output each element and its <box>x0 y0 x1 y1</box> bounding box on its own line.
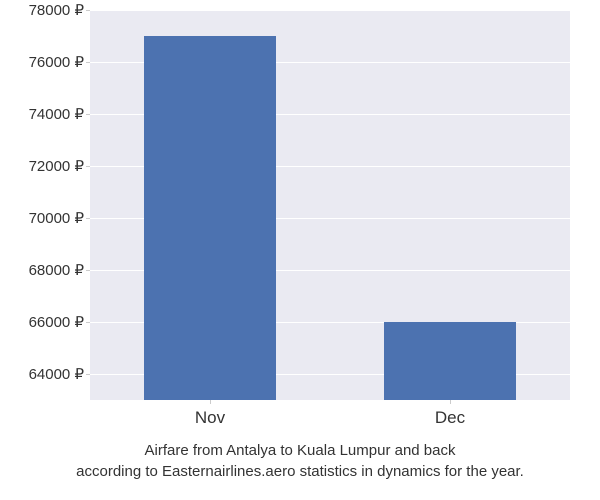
y-tick-mark <box>86 62 90 63</box>
y-tick-label: 72000 ₽ <box>29 157 84 175</box>
y-tick-mark <box>86 322 90 323</box>
y-tick-mark <box>86 270 90 271</box>
y-tick-mark <box>86 374 90 375</box>
y-tick-mark <box>86 218 90 219</box>
chart-caption: Airfare from Antalya to Kuala Lumpur and… <box>0 440 600 482</box>
y-tick-mark <box>86 114 90 115</box>
y-tick-label: 70000 ₽ <box>29 209 84 227</box>
y-tick-label: 66000 ₽ <box>29 313 84 331</box>
caption-line-2: according to Easternairlines.aero statis… <box>76 463 524 480</box>
bar <box>144 36 276 400</box>
x-tick-label: Dec <box>435 408 465 428</box>
bar <box>384 322 516 400</box>
x-tick-label: Nov <box>195 408 225 428</box>
y-tick-label: 74000 ₽ <box>29 105 84 123</box>
x-tick-mark <box>210 400 211 404</box>
airfare-bar-chart: 64000 ₽ 66000 ₽ 68000 ₽ 70000 ₽ 72000 ₽ 74000… <box>0 0 600 500</box>
y-tick-label: 78000 ₽ <box>29 1 84 19</box>
y-tick-label: 76000 ₽ <box>29 53 84 71</box>
x-tick-mark <box>450 400 451 404</box>
y-gridline <box>90 10 570 11</box>
y-tick-label: 64000 ₽ <box>29 365 84 383</box>
y-tick-label: 68000 ₽ <box>29 261 84 279</box>
caption-line-1: Airfare from Antalya to Kuala Lumpur and… <box>144 442 455 459</box>
y-tick-mark <box>86 10 90 11</box>
y-tick-mark <box>86 166 90 167</box>
